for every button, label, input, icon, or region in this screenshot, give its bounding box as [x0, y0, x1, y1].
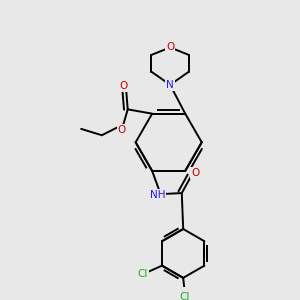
Text: NH: NH: [150, 190, 165, 200]
Text: Cl: Cl: [137, 269, 148, 279]
Text: O: O: [191, 168, 200, 178]
Text: O: O: [118, 125, 126, 135]
Text: O: O: [120, 81, 128, 92]
Text: Cl: Cl: [179, 292, 190, 300]
Text: O: O: [166, 42, 174, 52]
Text: N: N: [166, 80, 174, 90]
